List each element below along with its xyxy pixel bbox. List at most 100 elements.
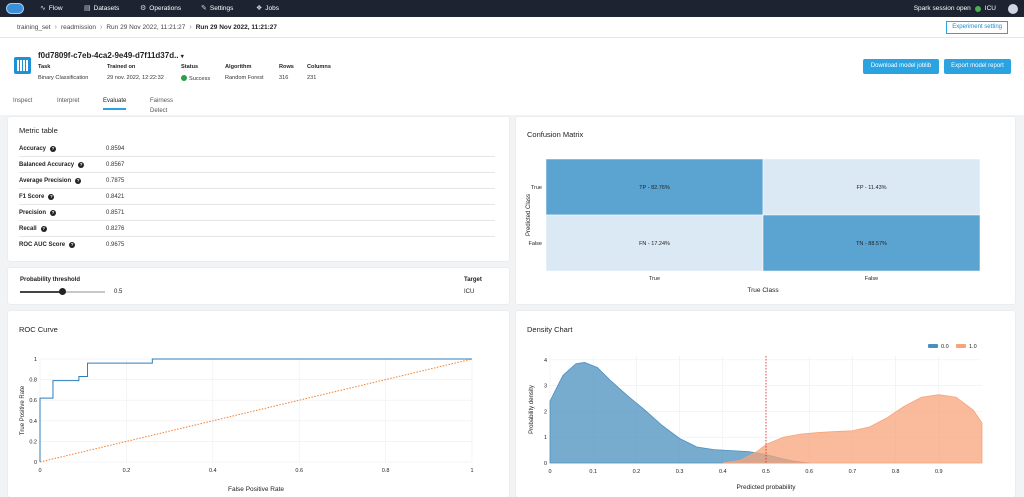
roc-card: [8, 311, 509, 497]
y-tick-label: False: [529, 241, 542, 247]
app-logo[interactable]: [6, 3, 24, 14]
series-line: [39, 358, 472, 462]
x-tick-label: 0.6: [805, 469, 813, 475]
nav-settings[interactable]: ✎ Settings: [201, 0, 233, 17]
table-row: Recall? 0.8276: [19, 221, 495, 237]
tab-evaluate[interactable]: Evaluate: [103, 96, 127, 110]
help-icon[interactable]: ?: [50, 210, 57, 216]
y-axis-label: Probability density: [529, 385, 535, 434]
roc-chart: 0 0.2 0.4 0.6 0.8 1 0 0.2 0.4 0.6 0.8 1 False Positi…: [20, 357, 474, 493]
table-row: Accuracy? 0.8594: [19, 141, 495, 157]
series-line: [39, 358, 473, 463]
threshold-card: [8, 268, 509, 304]
x-tick-label: 0.7: [849, 469, 857, 475]
y-tick-label: 1: [34, 357, 37, 363]
columns-value: 231: [307, 75, 317, 81]
roc-title: ROC Curve: [19, 325, 58, 334]
export-report-button[interactable]: Export model report: [944, 59, 1011, 74]
breadcrumb-current: Run 29 Nov 2022, 11:21:27: [195, 24, 278, 31]
tab-inspect[interactable]: Inspect: [13, 98, 33, 104]
chevron-right-icon: ›: [100, 24, 103, 31]
model-id[interactable]: f0d7809f-c7eb-4ca2-9e49-d7f11d37d.. ▾: [38, 51, 184, 60]
help-icon[interactable]: ?: [40, 226, 47, 232]
x-axis-label: False Positive Rate: [228, 486, 284, 493]
nav-operations[interactable]: ⚙ Operations: [140, 0, 181, 17]
legend-swatch: [956, 344, 966, 348]
help-icon[interactable]: ?: [48, 194, 55, 200]
breadcrumb: training_set › readmission › Run 29 Nov …: [17, 17, 277, 38]
help-icon[interactable]: ?: [75, 178, 82, 184]
y-tick-label: 0.6: [29, 398, 37, 404]
x-tick-label: 0.2: [633, 469, 641, 475]
x-tick-label: 0.2: [123, 468, 131, 474]
y-tick-label: 0.2: [29, 439, 37, 445]
x-tick-label: False: [865, 276, 878, 282]
matrix-cell: [762, 158, 981, 216]
y-axis-label: True Positive Rate: [20, 385, 26, 435]
download-model-button[interactable]: Download model joblib: [863, 59, 939, 74]
caret-down-icon[interactable]: ▾: [180, 54, 184, 60]
density-chart: 0 0.1 0.2 0.3 0.4 0.5 0.6 0.7 0.8 0.9 0 1 2 3 4 0.0 1.0 P…: [529, 344, 983, 491]
nav-datasets[interactable]: ▤ Datasets: [84, 0, 119, 17]
user-icon[interactable]: [1008, 3, 1018, 14]
y-axis-label: Predicted Class: [526, 194, 532, 236]
cell-label: FN - 17.24%: [639, 241, 670, 247]
top-navbar: ∿ Flow ▤ Datasets ⚙ Operations ✎ Settings ❖ J…: [0, 0, 1024, 17]
datasets-icon: ▤: [84, 5, 91, 12]
y-tick-label: 3: [544, 384, 547, 390]
status-badge: Success: [181, 75, 210, 82]
tab-fairness-detect[interactable]: Fairness Detect: [150, 98, 174, 114]
table-row: Average Precision? 0.7875: [19, 173, 495, 189]
breadcrumb-item[interactable]: readmission: [60, 24, 96, 31]
x-axis-label: True Class: [747, 287, 779, 294]
breadcrumb-bar: training_set › readmission › Run 29 Nov …: [0, 17, 1024, 38]
matrix-cell: [545, 214, 764, 272]
jobs-icon: ❖: [256, 5, 263, 12]
rows-value: 316: [279, 75, 289, 81]
x-tick-label: 0: [548, 469, 551, 475]
help-icon[interactable]: ?: [69, 242, 76, 248]
target-value: ICU: [464, 289, 475, 295]
y-tick-label: 0: [544, 461, 547, 467]
operations-icon: ⚙: [140, 5, 147, 12]
confusion-matrix-title: Confusion Matrix: [527, 130, 584, 139]
x-tick-label: 0.4: [209, 468, 217, 474]
table-row: F1 Score? 0.8421: [19, 189, 495, 205]
algorithm-value: Random Forest: [225, 75, 264, 81]
slider-handle[interactable]: [59, 288, 66, 295]
session-status-icon: [974, 5, 981, 12]
matrix-cell: [762, 214, 981, 272]
nav-jobs[interactable]: ❖ Jobs: [256, 0, 279, 17]
cell-label: TN - 88.57%: [856, 241, 887, 247]
x-tick-label: 0.4: [719, 469, 727, 475]
trained-value: 29 nov. 2022, 12:22:32: [107, 75, 164, 81]
metric-table-title: Metric table: [19, 126, 58, 135]
task-label: Task: [38, 64, 51, 70]
cell-label: TP - 82.76%: [639, 185, 670, 191]
trained-label: Trained on: [107, 64, 136, 70]
threshold-value: 0.5: [114, 289, 123, 295]
x-tick-label: 0.9: [935, 469, 943, 475]
experiment-setting-button[interactable]: Experiment setting: [946, 21, 1008, 34]
help-icon[interactable]: ?: [50, 146, 57, 152]
help-icon[interactable]: ?: [78, 162, 85, 168]
confusion-matrix-chart: TP - 82.76% FP - 11.43% FN - 17.24% TN - 88…: [526, 158, 981, 294]
table-row: Precision? 0.8571: [19, 205, 495, 221]
table-row: ROC AUC Score? 0.9675: [19, 242, 125, 248]
breadcrumb-item[interactable]: Run 29 Nov 2022, 11:21:27: [106, 24, 186, 31]
legend-label: 0.0: [941, 344, 949, 350]
task-value: Binary Classification: [38, 75, 89, 81]
x-tick-label: 0.5: [762, 469, 770, 475]
check-circle-icon: [181, 75, 187, 81]
model-header: [0, 38, 1024, 115]
x-tick-label: 0.3: [676, 469, 684, 475]
threshold-slider[interactable]: [20, 288, 105, 295]
legend-label: 1.0: [969, 344, 977, 350]
x-tick-label: 1: [470, 468, 473, 474]
tab-interpret[interactable]: Interpret: [57, 98, 80, 104]
y-tick-label: 0: [34, 460, 37, 466]
x-tick-label: 0.6: [295, 468, 303, 474]
nav-flow[interactable]: ∿ Flow: [40, 0, 63, 17]
user-name: ICU: [984, 5, 996, 12]
breadcrumb-item[interactable]: training_set: [17, 24, 51, 31]
